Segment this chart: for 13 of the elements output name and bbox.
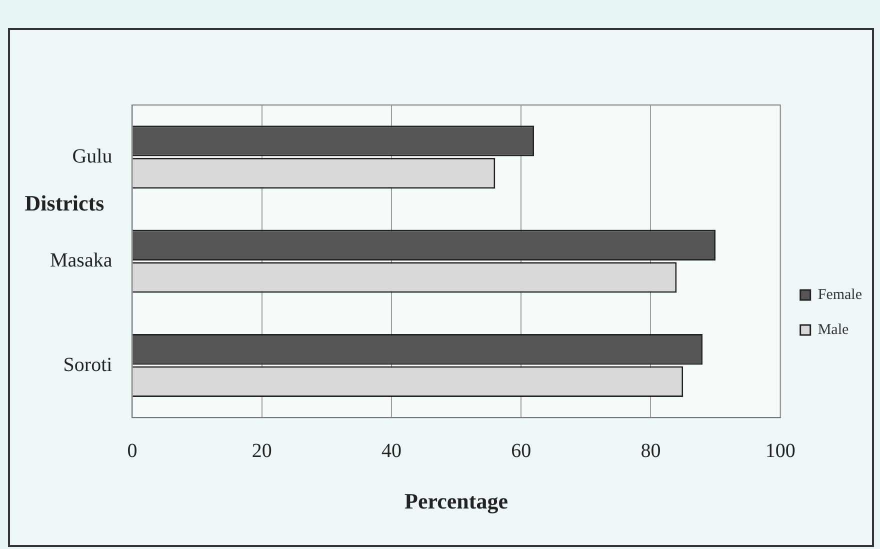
x-axis-title: Percentage [404, 488, 508, 514]
y-axis-title: Districts [24, 190, 105, 216]
legend-label: Female [818, 286, 862, 303]
x-tick-label: 0 [127, 440, 138, 462]
y-tick-label: Soroti [63, 354, 113, 376]
x-tick-label: 80 [640, 440, 661, 462]
legend-label: Male [818, 322, 850, 338]
x-tick-label: 40 [381, 440, 402, 462]
y-tick-label: Gulu [72, 145, 112, 168]
y-tick-label: Masaka [50, 250, 112, 272]
x-tick-label: 60 [511, 440, 532, 462]
x-tick-label: 100 [765, 440, 796, 462]
x-tick-label: 20 [252, 440, 272, 462]
